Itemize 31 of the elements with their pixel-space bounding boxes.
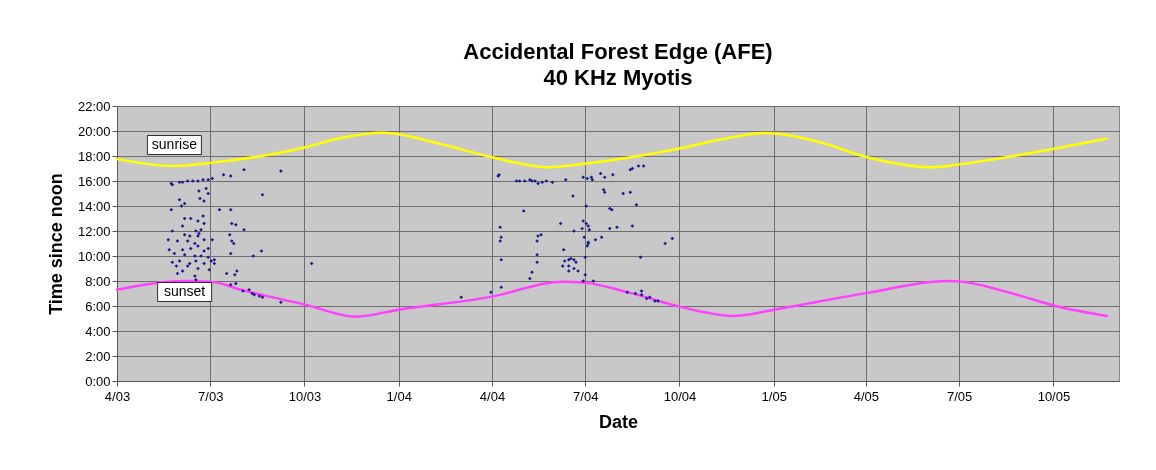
x-tick-label: 4/05 xyxy=(853,388,880,404)
chart-subtitle: 40 KHz Myotis xyxy=(543,65,693,90)
x-tick-label: 7/04 xyxy=(573,388,599,404)
series-label: sunset xyxy=(163,283,206,299)
y-tick-label: 18:00 xyxy=(77,148,111,164)
y-tick-label: 8:00 xyxy=(85,273,111,289)
x-tick-label: 1/05 xyxy=(761,388,787,404)
x-tick-label: 10/05 xyxy=(1037,388,1071,404)
x-axis-title: Date xyxy=(598,411,639,432)
x-tick-label: 7/03 xyxy=(198,388,224,404)
x-tick-label: 4/03 xyxy=(104,388,131,404)
y-axis-title: Time since noon xyxy=(45,173,66,315)
y-tick-label: 22:00 xyxy=(77,98,111,114)
y-tick-label: 16:00 xyxy=(77,173,111,189)
chart-title: Accidental Forest Edge (AFE) xyxy=(463,39,773,64)
series-label: sunrise xyxy=(151,136,198,152)
x-tick-label: 7/05 xyxy=(947,388,973,404)
y-tick-label: 6:00 xyxy=(85,298,111,314)
y-tick-label: 2:00 xyxy=(85,348,111,364)
x-tick-label: 10/03 xyxy=(288,388,322,404)
x-tick-label: 10/04 xyxy=(663,388,697,404)
y-tick-label: 20:00 xyxy=(77,123,111,139)
x-tick-label: 4/04 xyxy=(479,388,506,404)
line-series xyxy=(115,279,1108,318)
y-tick-label: 10:00 xyxy=(77,248,111,264)
y-tick-label: 12:00 xyxy=(77,223,111,239)
y-tick-label: 4:00 xyxy=(85,323,111,339)
x-tick-label: 1/04 xyxy=(386,388,412,404)
line-series xyxy=(115,131,1108,169)
y-tick-label: 0:00 xyxy=(85,373,111,389)
y-tick-label: 14:00 xyxy=(77,198,111,214)
